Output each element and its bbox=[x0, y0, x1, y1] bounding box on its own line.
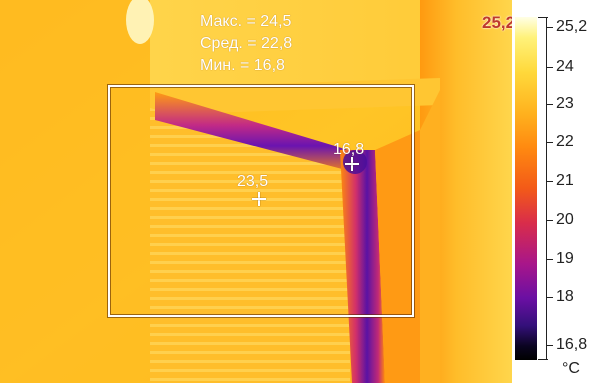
max-temp-label: Макс. = 24,5 bbox=[200, 13, 292, 30]
cold-bridge-top bbox=[155, 92, 365, 175]
color-scale-bar bbox=[515, 17, 537, 360]
scale-bottom-bracket bbox=[538, 359, 548, 360]
window-blinds bbox=[150, 108, 350, 383]
window-jamb bbox=[375, 130, 420, 383]
scale-top-bracket bbox=[538, 17, 548, 18]
spot-1-label: 23,5 bbox=[237, 173, 269, 190]
max-marker-label: 25,2 bbox=[482, 13, 516, 32]
thermal-scene bbox=[0, 0, 512, 383]
min-temp-label: Мин. = 16,8 bbox=[200, 57, 285, 74]
upper-wall bbox=[150, 0, 440, 90]
scale-tick: 19 bbox=[546, 250, 574, 268]
window-top-rail bbox=[150, 78, 440, 115]
spot-1-crosshair-icon[interactable] bbox=[252, 192, 266, 206]
scale-tick: 20 bbox=[546, 211, 574, 229]
measurement-area-box[interactable] bbox=[108, 85, 414, 317]
scale-tick: 21 bbox=[546, 172, 574, 190]
scale-ticks: 25,2 24 23 22 21 20 19 18 16,8 bbox=[546, 0, 609, 383]
cold-bridge-side bbox=[340, 150, 385, 383]
avg-temp-label: Сред. = 22,8 bbox=[200, 35, 293, 52]
spot-2-label: 16,8 bbox=[333, 141, 365, 158]
scale-tick: 23 bbox=[546, 95, 574, 113]
scale-axis-line bbox=[546, 17, 547, 360]
scale-tick: 24 bbox=[546, 58, 574, 76]
light-hotspot bbox=[126, 0, 154, 44]
scale-tick: 22 bbox=[546, 133, 574, 151]
scale-unit-label: °C bbox=[562, 360, 580, 377]
scale-tick: 16,8 bbox=[546, 336, 587, 354]
left-wall bbox=[0, 0, 170, 383]
scale-tick: 25,2 bbox=[546, 18, 587, 36]
thermal-image bbox=[0, 0, 512, 383]
spot-2-crosshair-icon[interactable] bbox=[345, 157, 359, 171]
scale-tick: 18 bbox=[546, 288, 574, 306]
window-frame-right bbox=[420, 0, 512, 383]
